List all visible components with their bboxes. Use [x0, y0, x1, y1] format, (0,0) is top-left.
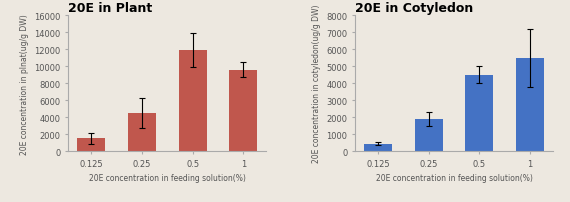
Bar [415, 119, 443, 152]
Y-axis label: 20E concentration in cotyledon(ug/g DW): 20E concentration in cotyledon(ug/g DW) [312, 5, 321, 163]
X-axis label: 20E concentration in feeding solution(%): 20E concentration in feeding solution(%) [89, 174, 246, 183]
Bar [78, 139, 105, 152]
Text: 20E in Cotyledon: 20E in Cotyledon [355, 2, 474, 15]
X-axis label: 20E concentration in feeding solution(%): 20E concentration in feeding solution(%) [376, 174, 532, 183]
Bar [364, 144, 392, 152]
Y-axis label: 20E concentration in plnat(ug/g DW): 20E concentration in plnat(ug/g DW) [20, 14, 29, 154]
Bar [229, 70, 257, 152]
Bar [178, 51, 206, 152]
Bar [516, 58, 544, 152]
Text: 20E in Plant: 20E in Plant [68, 2, 153, 15]
Bar [466, 75, 493, 152]
Bar [128, 114, 156, 152]
